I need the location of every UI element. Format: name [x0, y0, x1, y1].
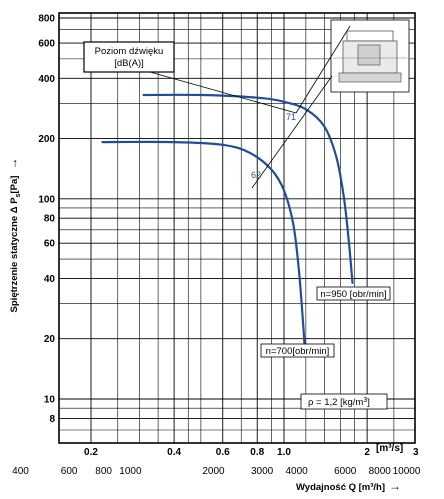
x-top-tick-label: 2 [364, 447, 370, 458]
noise-71-label: 71 [286, 112, 296, 122]
fan-motor [357, 44, 381, 66]
x-bottom-tick-label: 4000 [286, 466, 309, 477]
speed-label-950-text: n=950 [obr/min] [320, 289, 386, 300]
x-top-tick-label: 0.4 [167, 447, 181, 458]
x-bottom-tick-label: 800 [95, 466, 112, 477]
x-top-tick-label: 0.6 [216, 447, 230, 458]
series-line-700 [101, 140, 306, 352]
x-axis-title: Wydajność Q [m³/h] → [296, 479, 401, 493]
x-bottom-tick-label: 2000 [202, 466, 225, 477]
x-bottom-tick-labels: 400 600 800 1000 2000 3000 4000 6000 8000 10000 [12, 466, 421, 477]
x-bottom-tick-label: 3000 [251, 466, 274, 477]
y-axis-title-main: Spiętrzenie statyczne Δ P [9, 197, 20, 313]
plot-frame [58, 12, 416, 444]
air-density-box: ρ = 1,2 [kg/m3] [300, 393, 388, 410]
noise-leader-71 [295, 25, 351, 114]
fan-drawing [330, 19, 410, 93]
y-tick-label: 200 [38, 134, 55, 145]
y-tick-label: 600 [38, 39, 55, 50]
noise-level-frame [83, 41, 175, 73]
x-axis-title-arrow: → [389, 479, 401, 493]
air-density-suffix: ] [367, 397, 370, 408]
speed-label-700-text: n=700[obr/min] [266, 346, 330, 357]
x-top-tick-label: 0.8 [250, 447, 264, 458]
x-bottom-tick-label: 8000 [369, 466, 392, 477]
x-bottom-tick-label: 6000 [334, 466, 357, 477]
y-tick-label: 20 [44, 334, 56, 345]
air-density-frame [300, 393, 388, 410]
x-top-tick-label: 1.0 [277, 447, 291, 458]
x-bottom-tick-label: 600 [61, 466, 78, 477]
y-tick-label: 8 [49, 414, 55, 425]
x-bottom-tick-label: 10000 [393, 466, 421, 477]
y-tick-label: 800 [38, 14, 55, 25]
x-top-tick-label: 3 [413, 447, 419, 458]
y-tick-labels: 800 600 400 200 100 80 60 40 20 10 8 [38, 14, 55, 425]
noise-level-box: Poziom dźwięku [dB(A)] 71 62 [83, 25, 351, 189]
y-axis-title: Spiętrzenie statyczne Δ Ps[Pa] → [6, 158, 22, 313]
y-tick-label: 80 [44, 214, 56, 225]
x-top-unit: [m³/s] [376, 443, 403, 454]
noise-leader-62 [251, 75, 333, 189]
y-tick-label: 60 [44, 239, 56, 250]
y-axis-title-unit: [Pa] [9, 176, 20, 194]
speed-label-700-frame [260, 343, 335, 358]
air-density-text: ρ = 1,2 [kg/m3] [308, 397, 370, 408]
noise-62-label: 62 [251, 170, 261, 180]
noise-level-label: Poziom dźwięku [95, 46, 164, 57]
speed-label-950-frame [316, 286, 391, 301]
curves [101, 93, 354, 352]
x-top-tick-labels: 0.2 0.4 0.6 0.8 1.0 2 3 [84, 447, 419, 458]
speed-label-700: n=700[obr/min] [260, 343, 335, 358]
air-density-prefix: ρ = 1,2 [kg/m [308, 397, 363, 408]
speed-label-950: n=950 [obr/min] [316, 286, 391, 301]
y-axis-title-arrow: → [6, 158, 20, 170]
x-bottom-tick-label: 1000 [119, 466, 142, 477]
fan-base [338, 72, 402, 83]
y-tick-label: 100 [38, 194, 55, 205]
y-tick-label: 40 [44, 274, 56, 285]
y-tick-label: 400 [38, 74, 55, 85]
x-bottom-tick-label: 400 [12, 466, 29, 477]
series-line-950 [142, 93, 354, 284]
y-axis-title-sub: s [15, 193, 22, 197]
x-axis-title-main: Wydajność Q [m³/h] [296, 482, 385, 493]
noise-level-unit: [dB(A)] [114, 58, 144, 69]
air-density-sup: 3 [363, 397, 367, 404]
y-tick-label: 10 [44, 395, 56, 406]
x-top-tick-label: 0.2 [84, 447, 98, 458]
noise-leader-line [149, 71, 297, 114]
